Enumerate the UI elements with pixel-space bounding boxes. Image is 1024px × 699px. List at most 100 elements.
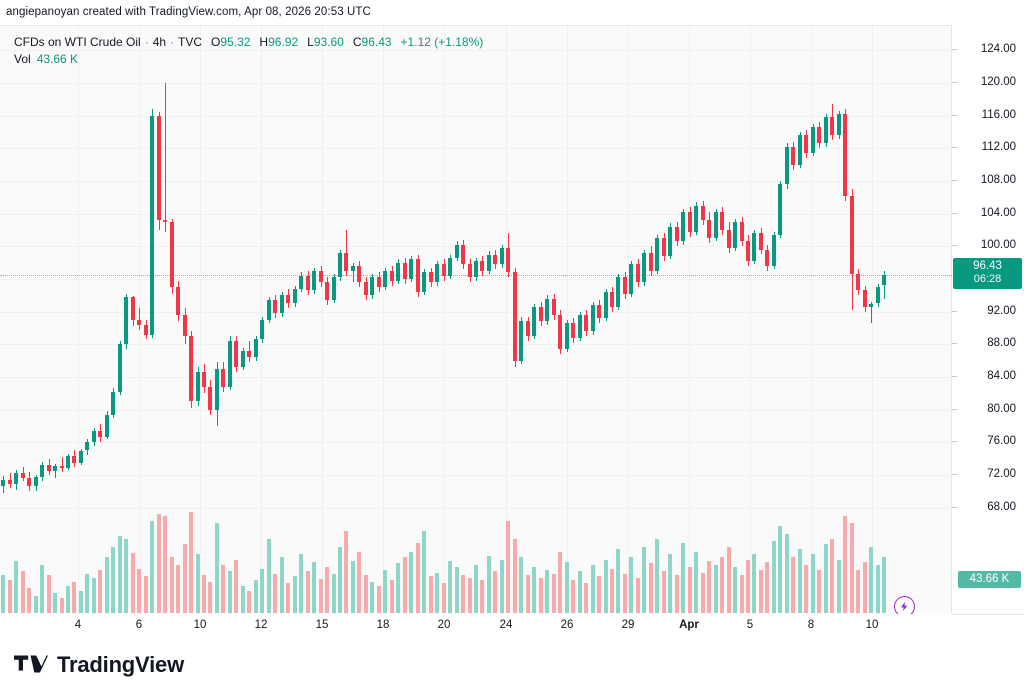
candle-body xyxy=(234,341,239,368)
candle-body xyxy=(739,221,744,242)
candle-body xyxy=(78,450,83,463)
volume-bar xyxy=(292,576,297,614)
volume-bar xyxy=(273,573,278,614)
price-tick-mark xyxy=(952,212,957,214)
candlestick-series xyxy=(0,26,952,614)
volume-bar xyxy=(752,554,757,614)
candle-body xyxy=(221,368,226,387)
candle-body xyxy=(104,414,109,438)
candle-wick xyxy=(62,457,63,472)
volume-bar xyxy=(687,567,692,614)
candle-body xyxy=(577,314,582,338)
volume-bar xyxy=(299,554,304,614)
grid-line-horizontal xyxy=(0,181,952,182)
candle-body xyxy=(98,430,103,438)
volume-bar xyxy=(564,562,569,614)
volume-bar xyxy=(830,538,835,614)
lightning-bolt-icon[interactable] xyxy=(894,596,915,614)
candle-body xyxy=(881,275,886,285)
candle-body xyxy=(849,195,854,275)
volume-bar xyxy=(7,580,12,614)
candle-wick xyxy=(884,271,885,299)
volume-bar xyxy=(253,580,258,614)
candle-body xyxy=(240,350,245,368)
current-price-badge[interactable]: 96.43 06:28 xyxy=(953,258,1022,290)
price-scale-tick: 80.00 xyxy=(987,402,1016,415)
candle-body xyxy=(214,368,219,410)
volume-bar xyxy=(14,560,19,614)
candle-body xyxy=(7,479,12,484)
candle-body xyxy=(771,234,776,266)
volume-bar xyxy=(597,576,602,614)
volume-bar xyxy=(525,575,530,614)
price-scale-tick: 88.00 xyxy=(987,337,1016,350)
candle-wick xyxy=(353,262,354,283)
grid-line-horizontal xyxy=(0,246,952,248)
price-scale-tick: 104.00 xyxy=(980,206,1016,219)
volume-bar xyxy=(745,559,750,614)
volume-bar xyxy=(176,564,181,614)
volume-bar xyxy=(78,590,83,614)
volume-bar xyxy=(856,569,861,614)
volume-bar xyxy=(771,541,776,614)
price-scale-tick: 72.00 xyxy=(987,468,1016,480)
candle-body xyxy=(318,270,323,283)
candle-body xyxy=(137,319,142,325)
candle-body xyxy=(817,127,822,144)
time-scale-tick: 15 xyxy=(315,619,329,631)
candle-body xyxy=(40,465,45,477)
candle-body xyxy=(538,306,543,322)
candle-body xyxy=(532,306,537,337)
candle-body xyxy=(124,296,129,345)
candle-body xyxy=(597,305,602,319)
candle-body xyxy=(700,205,705,221)
price-scale-tick: 100.00 xyxy=(980,239,1016,252)
volume-bar xyxy=(396,563,401,614)
volume-badge[interactable]: 43.66 K xyxy=(958,571,1021,588)
candle-body xyxy=(830,117,835,136)
price-tick-mark xyxy=(952,343,957,345)
volume-bar xyxy=(163,515,168,614)
candle-body xyxy=(648,252,653,271)
candle-body xyxy=(402,262,407,279)
candle-body xyxy=(33,476,38,487)
price-scale[interactable]: 124.00 120.00 116.00 112.00 108.00 104.00 100.… xyxy=(951,25,1024,613)
volume-bar xyxy=(713,564,718,614)
volume-bar xyxy=(331,573,336,614)
volume-bar xyxy=(648,563,653,614)
candle-body xyxy=(428,272,433,283)
candle-body xyxy=(791,146,796,165)
time-scale-tick: 5 xyxy=(746,619,754,631)
candle-body xyxy=(836,114,841,136)
candle-body xyxy=(273,300,278,314)
tradingview-mark-icon xyxy=(14,655,48,673)
time-scale[interactable]: 4 6 10 12 15 18 20 24 26 29 Apr 5 8 10 xyxy=(0,613,952,641)
candle-body xyxy=(201,372,206,387)
candle-body xyxy=(661,238,666,257)
grid-line-vertical xyxy=(78,26,79,614)
grid-line-horizontal xyxy=(0,115,952,117)
candle-body xyxy=(376,277,381,288)
candle-body xyxy=(150,116,155,335)
tradingview-logo[interactable]: TradingView xyxy=(14,652,184,678)
price-scale-tick: 84.00 xyxy=(987,370,1016,382)
candle-body xyxy=(629,264,634,294)
candle-body xyxy=(409,259,414,279)
candle-body xyxy=(195,372,200,402)
candle-body xyxy=(357,265,362,283)
candle-body xyxy=(862,290,867,307)
volume-bar xyxy=(758,569,763,614)
candle-body xyxy=(117,344,122,392)
candle-body xyxy=(480,261,485,271)
candle-body xyxy=(752,233,757,262)
candle-body xyxy=(590,305,595,332)
volume-bar xyxy=(694,551,699,614)
price-tick-mark xyxy=(952,245,957,247)
volume-bar xyxy=(480,580,485,614)
volume-bar xyxy=(778,525,783,614)
plot-area[interactable] xyxy=(0,26,952,614)
candle-body xyxy=(804,135,809,154)
volume-bar xyxy=(72,581,77,614)
grid-line-vertical xyxy=(322,26,323,614)
volume-bar xyxy=(635,577,640,614)
